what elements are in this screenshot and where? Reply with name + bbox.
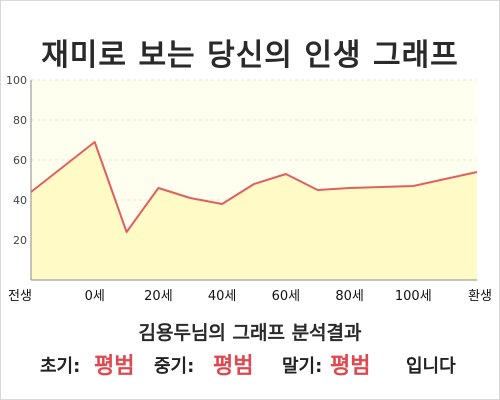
- y-tick-label: 100: [6, 74, 27, 87]
- y-tick-label: 40: [13, 194, 27, 207]
- early-value: 평범: [94, 354, 135, 379]
- late-value: 평범: [330, 354, 371, 379]
- x-tick-label: 40세: [208, 289, 237, 304]
- result-summary: 초기: 평범 중기: 평범 말기: 평범 입니다: [0, 346, 500, 380]
- page-title: 재미로 보는 당신의 인생 그래프: [41, 38, 459, 73]
- mid-label: 중기:: [154, 356, 195, 377]
- y-tick-label: 20: [13, 234, 27, 247]
- x-tick-labels: 전생 0세 20세 40세 60세 80세 100세 환생: [8, 289, 492, 304]
- axes: [30, 80, 477, 281]
- result-title: 김용두님의 그래프 분석결과: [138, 322, 362, 344]
- early-label: 초기:: [40, 356, 81, 377]
- x-tick-label: 전생: [8, 289, 32, 304]
- result-suffix: 입니다: [406, 356, 456, 377]
- y-tick-label: 80: [13, 114, 27, 127]
- area-fill: [31, 142, 477, 280]
- series-line: [30, 141, 478, 233]
- y-tick-labels: 20 40 60 80 100: [6, 74, 27, 247]
- x-tick-label: 환생: [468, 289, 492, 304]
- x-tick-label: 100세: [395, 289, 432, 304]
- x-tick-label: 80세: [335, 289, 364, 304]
- x-tick-label: 20세: [144, 289, 173, 304]
- x-tick-label: 0세: [85, 289, 105, 304]
- y-tick-label: 60: [13, 154, 27, 167]
- mid-value: 평범: [213, 354, 254, 379]
- x-tick-label: 60세: [272, 289, 301, 304]
- late-label: 말기:: [282, 356, 323, 377]
